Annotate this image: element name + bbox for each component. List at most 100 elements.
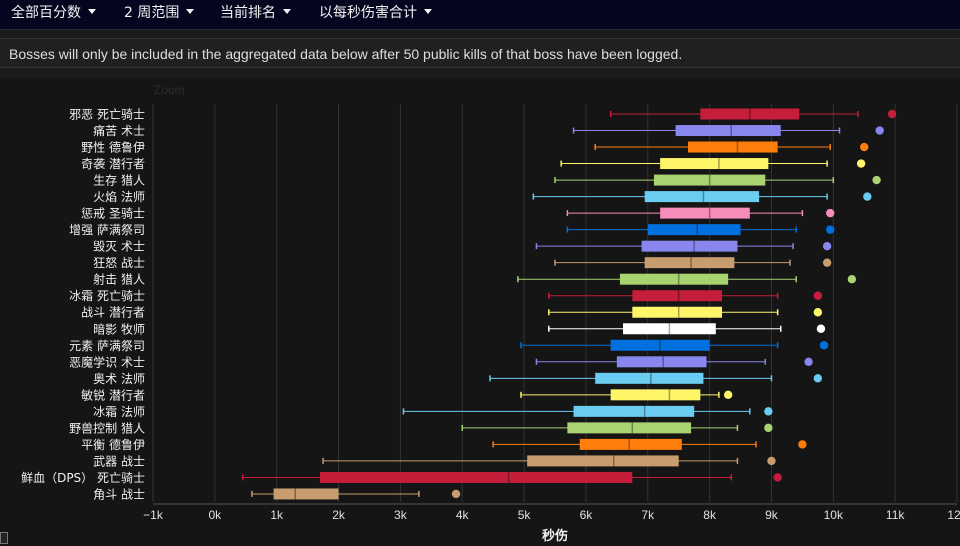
iqr-box [319,471,633,483]
notice-text: Bosses will only be included in the aggr… [9,46,683,62]
outlier-point [872,175,881,185]
outlier-point [856,159,866,168]
outlier-point [813,308,823,317]
outlier-point [767,456,776,466]
outlier-point [723,390,733,400]
menu-percentile-dropdown[interactable]: 全部百分数 [11,0,96,29]
iqr-box [610,339,710,351]
iqr-box [632,306,722,318]
iqr-box [527,455,679,467]
category-label: 野兽控制 猎人 [69,421,145,435]
scrollbar-handle[interactable] [0,532,8,544]
outlier-point [804,357,813,366]
menu-ranking-dropdown[interactable]: 当前排名 [220,0,291,29]
iqr-box [573,405,695,417]
category-label: 增强 萨满祭司 [69,223,145,237]
category-label: 狂怒 战士 [93,255,145,270]
iqr-box [644,257,735,269]
menu-percentile-label: 全部百分数 [11,5,81,21]
category-label: 奇袭 潜行者 [81,156,145,171]
notice-banner: Bosses will only be included in the aggr… [0,38,960,68]
x-tick-label: 8k [703,508,717,522]
category-label: 毁灭 术士 [93,239,145,254]
outlier-point [798,440,807,449]
zoom-label: Zoom [154,83,185,97]
chevron-down-icon [88,8,96,14]
iqr-box [653,174,766,186]
x-tick-label: 2k [332,508,346,522]
outlier-point [860,142,869,152]
iqr-box [660,158,769,170]
iqr-box [687,141,778,153]
category-label: 惩戒 圣骑士 [81,207,145,221]
x-tick-label: −1k [143,508,164,522]
iqr-box [623,323,716,335]
iqr-box [579,438,682,450]
iqr-box [595,372,704,384]
iqr-box [644,191,760,203]
category-label: 元素 萨满祭司 [69,339,145,353]
iqr-box [641,240,738,252]
chart-panel [0,78,960,546]
iqr-box [619,273,729,285]
menu-ranking-label: 当前排名 [220,5,276,21]
iqr-box [660,207,750,219]
outlier-point [764,423,773,433]
iqr-box [647,224,741,236]
category-label: 武器 战士 [93,454,145,468]
x-tick-label: 9k [765,508,779,522]
x-tick-label: 11k [886,508,905,522]
menu-range-dropdown[interactable]: 2 周范围 [124,0,195,29]
x-tick-label: 5k [518,508,532,522]
outlier-point [813,291,823,300]
category-label: 痛苦 术士 [93,123,145,138]
outlier-point [822,241,832,251]
x-tick-label: 3k [394,508,408,522]
chevron-down-icon [283,8,291,14]
category-label: 平衡 德鲁伊 [81,437,145,452]
x-axis-title: 秒伤 [542,528,568,544]
category-label: 战斗 潜行者 [81,306,145,320]
chevron-down-icon [186,8,195,14]
category-label: 角斗 战士 [93,487,145,501]
category-label: 冰霜 死亡骑士 [69,289,145,303]
outlier-point [826,225,835,234]
outlier-point [764,407,773,416]
outlier-point [813,374,823,383]
top-navigation-bar: 全部百分数 2 周范围 当前排名 以每秒伤害合计 [0,0,960,30]
category-label: 冰霜 法师 [93,405,145,419]
x-tick-label: 7k [641,508,655,522]
category-label: 暗影 牧师 [93,321,145,336]
outlier-point [773,473,782,482]
category-label: 野性 德鲁伊 [81,140,145,155]
category-label: 邪恶 死亡骑士 [69,108,145,122]
category-label: 生存 猎人 [93,174,145,188]
menu-range-label: 2 周范围 [124,5,180,21]
menu-metric-dropdown[interactable]: 以每秒伤害合计 [319,0,432,29]
category-label: 奥术 法师 [93,372,145,386]
category-label: 射击 猎人 [93,272,145,287]
x-tick-label: 4k [456,508,470,522]
iqr-box [567,422,692,434]
iqr-box [700,108,800,120]
iqr-box [610,389,701,401]
chevron-down-icon [424,8,432,14]
outlier-point [863,192,872,201]
category-label: 恶魔学识 术士 [69,354,145,369]
category-label: 火焰 法师 [93,189,145,204]
x-tick-label: 0k [209,508,223,522]
menu-metric-label: 以每秒伤害合计 [319,5,417,21]
x-tick-label: 10k [824,508,844,522]
outlier-point [847,275,857,284]
x-tick-label: 1k [270,508,284,522]
category-label: 鲜血（DPS） 死亡骑士 [21,471,145,485]
outlier-point [887,109,897,119]
outlier-point [822,258,832,267]
iqr-box [632,290,722,302]
x-tick-label: 12k [947,508,960,522]
outlier-point [826,208,835,218]
category-label: 敏锐 潜行者 [81,387,145,402]
outlier-point [819,341,829,350]
outlier-point [816,324,826,333]
